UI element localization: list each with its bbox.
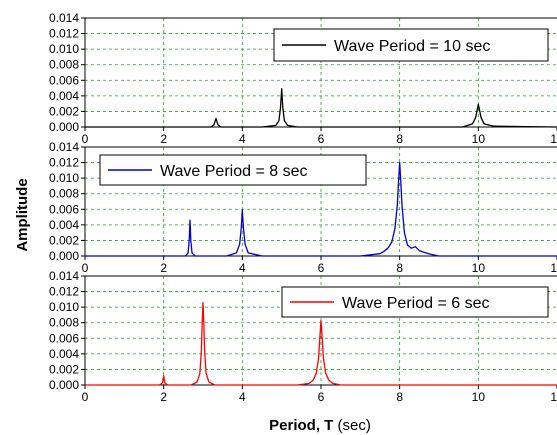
panel-1-legend-label: Wave Period = 10 sec [334,38,490,55]
panel-2-xtick-label-6: 12 [550,261,557,275]
panel-1-ytick-label-3: 0.006 [49,73,79,87]
panel-1-xtick-label-4: 8 [396,132,403,146]
panel-1-ytick-label-0: 0.000 [49,120,79,134]
panel-3-ytick-label-1: 0.002 [49,362,79,376]
panel-1-xtick-label-0: 0 [82,132,89,146]
panel-3-ytick-label-4: 0.008 [49,316,79,330]
panel-1-ytick-label-2: 0.004 [49,89,79,103]
panel-3-ytick-label-7: 0.014 [49,269,79,283]
panel-3-series-line-0 [85,301,557,386]
panel-3-ytick-label-3: 0.006 [49,331,79,345]
panel-2-ytick-label-4: 0.008 [49,187,79,201]
panel-3-ytick-label-5: 0.010 [49,300,79,314]
panel-3-xtick-label-3: 6 [318,390,325,404]
panel-2-series-line-0 [85,161,557,257]
panel-3-xtick-label-4: 8 [396,390,403,404]
panel-2-ytick-label-0: 0.000 [49,249,79,263]
panel-1-xtick-label-3: 6 [318,132,325,146]
panel-3-legend-label: Wave Period = 6 sec [342,295,489,312]
panel-2-ytick-label-5: 0.010 [49,171,79,185]
panel-2-ytick-label-6: 0.012 [49,156,79,170]
panel-2-xtick-label-2: 4 [239,261,246,275]
panel-2-ytick-label-7: 0.014 [49,140,79,154]
x-axis-title-main: Period, T [269,417,333,434]
panel-2-xtick-label-5: 10 [472,261,486,275]
panel-1-xtick-label-6: 12 [550,132,557,146]
panel-3-xtick-label-6: 12 [550,390,557,404]
panel-3-xtick-label-0: 0 [82,390,89,404]
panel-1-ytick-label-1: 0.002 [49,104,79,118]
panel-1-ytick-label-6: 0.012 [49,27,79,41]
panel-2-ytick-label-2: 0.004 [49,218,79,232]
panel-2-xtick-label-0: 0 [82,261,89,275]
panel-1-ytick-label-5: 0.010 [49,42,79,56]
panel-2-xtick-label-1: 2 [160,261,167,275]
x-axis-title-unit: (sec) [333,417,371,434]
panel-1-xtick-label-2: 4 [239,132,246,146]
panel-3-xtick-label-2: 4 [239,390,246,404]
x-axis-title: Period, T (sec) [269,417,371,434]
panel-3-ytick-label-6: 0.012 [49,285,79,299]
panel-3-ytick-label-0: 0.000 [49,378,79,392]
panel-3-xtick-label-1: 2 [160,390,167,404]
panel-1-xtick-label-1: 2 [160,132,167,146]
panel-2-ytick-label-1: 0.002 [49,233,79,247]
panel-3-xtick-label-5: 10 [472,390,486,404]
panel-2-ytick-label-3: 0.006 [49,202,79,216]
panel-1-ytick-label-4: 0.008 [49,58,79,72]
panel-2-xtick-label-3: 6 [318,261,325,275]
panel-1-ytick-label-7: 0.014 [49,11,79,25]
panel-1-xtick-label-5: 10 [472,132,486,146]
panel-3-ytick-label-2: 0.004 [49,347,79,361]
panel-1-series-line-0 [85,88,557,128]
y-axis-title: Amplitude [14,178,31,251]
panel-2-legend-label: Wave Period = 8 sec [160,163,307,180]
panel-2-xtick-label-4: 8 [396,261,403,275]
